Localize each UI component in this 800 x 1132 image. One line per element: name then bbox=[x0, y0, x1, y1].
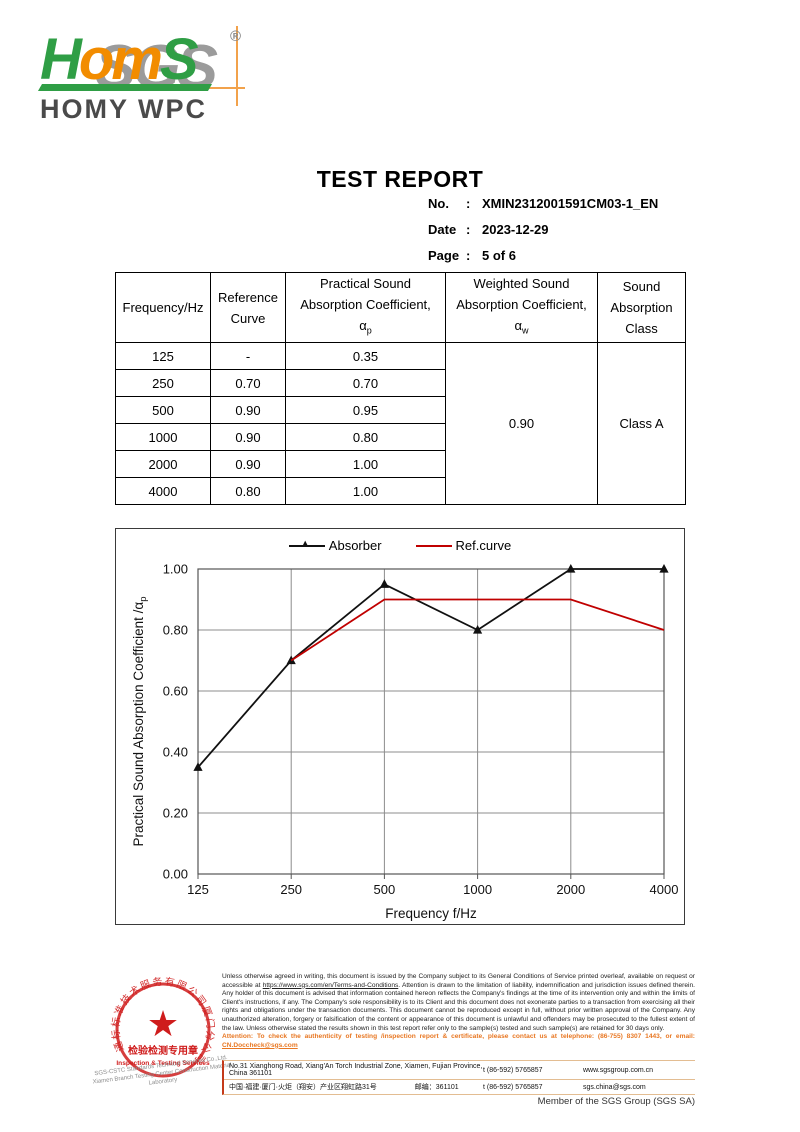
col-header-practical: Practical Sound Absorption Coefficient, αp bbox=[285, 272, 446, 343]
cell-practical: 1.00 bbox=[285, 450, 446, 478]
cell-frequency: 500 bbox=[115, 396, 211, 424]
phone-cn: t (86-592) 5765857 bbox=[483, 1083, 543, 1091]
registered-trademark-icon: ® bbox=[230, 28, 242, 45]
legal-disclaimer: Unless otherwise agreed in writing, this… bbox=[222, 973, 696, 1049]
svg-text:1.00: 1.00 bbox=[163, 562, 188, 577]
report-date-value: 2023-12-29 bbox=[482, 222, 549, 237]
homy-wpc-logo: SGS HomS ® HOMY WPC bbox=[37, 18, 260, 130]
sgs-member-text: Member of the SGS Group (SGS SA) bbox=[537, 1096, 695, 1107]
table-row: 125 - 0.35 0.90 Class A bbox=[115, 342, 686, 505]
svg-text:0.80: 0.80 bbox=[163, 623, 188, 638]
svg-text:250: 250 bbox=[280, 882, 302, 897]
cell-frequency: 1000 bbox=[115, 423, 211, 451]
svg-text:0.00: 0.00 bbox=[163, 867, 188, 882]
attention-notice: Attention: To check the authenticity of … bbox=[222, 1033, 695, 1049]
doccheck-email-link[interactable]: CN.Doccheck@sgs.com bbox=[222, 1041, 298, 1049]
col-header-weighted: Weighted Sound Absorption Coefficient, αw bbox=[445, 272, 598, 343]
cell-reference: 0.90 bbox=[210, 450, 286, 478]
svg-text:0.40: 0.40 bbox=[163, 745, 188, 760]
cell-practical: 0.80 bbox=[285, 423, 446, 451]
cell-weighted-merged: 0.90 bbox=[445, 342, 598, 505]
address-block: No.31 Xianghong Road, Xiang'An Torch Ind… bbox=[222, 1060, 695, 1095]
cell-frequency: 4000 bbox=[115, 477, 211, 505]
cell-practical: 0.95 bbox=[285, 396, 446, 424]
cell-frequency: 125 bbox=[115, 342, 211, 370]
svg-text:Practical Sound Absorption Coe: Practical Sound Absorption Coefficient /… bbox=[131, 597, 149, 847]
report-number-label: No. bbox=[428, 196, 449, 211]
stamp-star-icon: ★ bbox=[147, 1003, 179, 1044]
table-header-row: Frequency/Hz Reference Curve Practical So… bbox=[115, 272, 686, 343]
svg-text:0.60: 0.60 bbox=[163, 684, 188, 699]
report-meta: No. : XMIN2312001591CM03-1_EN Date : 202… bbox=[428, 196, 658, 274]
svg-text:Inspection & Testing Services: Inspection & Testing Services bbox=[116, 1060, 210, 1067]
cell-class-merged: Class A bbox=[597, 342, 686, 505]
table-row: 250 0.70 0.70 bbox=[115, 369, 686, 397]
table-row: 4000 0.80 1.00 bbox=[115, 477, 686, 505]
absorption-chart: 0.00 0.20 0.40 0.60 0.80 1.00 125 250 500 1000 200… bbox=[115, 528, 685, 925]
logo-underline-bar bbox=[37, 84, 213, 91]
absorber-line-marker-icon: ▲ bbox=[288, 538, 325, 552]
table-row: 1000 0.90 0.80 bbox=[115, 423, 686, 451]
refcurve-line-icon bbox=[415, 540, 452, 552]
inspection-stamp: 通标标准技术服务有限公司厦门分公司 ★ 检验检测专用章 Inspection &… bbox=[88, 970, 238, 1120]
stamp-seal-icon: 通标标准技术服务有限公司厦门分公司 ★ 检验检测专用章 Inspection &… bbox=[110, 975, 216, 1078]
cell-reference: - bbox=[210, 342, 286, 370]
report-page-row: Page : 5 of 6 bbox=[428, 248, 516, 263]
report-page-label: Page bbox=[428, 248, 460, 263]
cell-reference: 0.90 bbox=[210, 396, 286, 424]
cell-reference: 0.80 bbox=[210, 477, 286, 505]
report-date-label: Date bbox=[428, 222, 457, 237]
col-header-reference: Reference Curve bbox=[210, 272, 286, 343]
table-row: 500 0.90 0.95 bbox=[115, 396, 686, 424]
legend-item-refcurve: Ref.curve bbox=[415, 538, 512, 553]
legend-item-absorber: ▲ Absorber bbox=[288, 538, 382, 553]
chart-legend: ▲ Absorber Ref.curve bbox=[116, 538, 684, 553]
svg-text:0.20: 0.20 bbox=[163, 806, 188, 821]
logo-wordmark: HOMY WPC bbox=[40, 94, 208, 124]
report-number-row: No. : XMIN2312001591CM03-1_EN bbox=[428, 196, 659, 211]
email-link[interactable]: sgs.china@sgs.com bbox=[583, 1083, 646, 1091]
brand-letter-green-2: S bbox=[159, 27, 199, 92]
col-header-class: Sound Absorption Class bbox=[597, 272, 686, 343]
report-page-value: 5 of 6 bbox=[482, 248, 516, 263]
legend-label-refcurve: Ref.curve bbox=[455, 538, 512, 553]
col-header-frequency: Frequency/Hz bbox=[115, 272, 211, 343]
report-number-value: XMIN2312001591CM03-1_EN bbox=[482, 196, 659, 211]
brand-logotype: HomS bbox=[40, 26, 199, 93]
legend-label-absorber: Absorber bbox=[328, 538, 382, 553]
report-date-row: Date : 2023-12-29 bbox=[428, 222, 549, 237]
cell-reference: 0.90 bbox=[210, 423, 286, 451]
absorption-results-table: Frequency/Hz Reference Curve Practical So… bbox=[115, 272, 686, 505]
address-en: No.31 Xianghong Road, Xiang'An Torch Ind… bbox=[229, 1063, 483, 1077]
cell-practical: 1.00 bbox=[285, 477, 446, 505]
cell-practical: 0.70 bbox=[285, 369, 446, 397]
cell-frequency: 2000 bbox=[115, 450, 211, 478]
cell-reference: 0.70 bbox=[210, 369, 286, 397]
chart-plot-area: 0.00 0.20 0.40 0.60 0.80 1.00 125 250 500 1000 200… bbox=[131, 562, 679, 922]
svg-text:1000: 1000 bbox=[463, 882, 492, 897]
cell-practical: 0.35 bbox=[285, 342, 446, 370]
cell-frequency: 250 bbox=[115, 369, 211, 397]
address-row-en: No.31 Xianghong Road, Xiang'An Torch Ind… bbox=[224, 1061, 695, 1079]
brand-letter-green: H bbox=[40, 27, 82, 92]
terms-link[interactable]: https://www.sgs.com/en/Terms-and-Conditi… bbox=[262, 981, 399, 989]
svg-text:检验检测专用章: 检验检测专用章 bbox=[128, 1044, 198, 1057]
address-row-cn: 中国·福建·厦门·火炬（翔安）产业区翔虹路31号 邮编：361101 t (86-… bbox=[224, 1079, 695, 1094]
svg-text:Frequency f/Hz: Frequency f/Hz bbox=[385, 906, 477, 921]
phone-en: t (86-592) 5765857 bbox=[483, 1066, 543, 1074]
website-link[interactable]: www.sgsgroup.com.cn bbox=[583, 1066, 654, 1074]
svg-text:125: 125 bbox=[187, 882, 209, 897]
page-title: TEST REPORT bbox=[316, 166, 484, 192]
logo-crosshair-vline bbox=[236, 26, 238, 106]
table-row: 2000 0.90 1.00 bbox=[115, 450, 686, 478]
address-cn: 中国·福建·厦门·火炬（翔安）产业区翔虹路31号 bbox=[229, 1084, 377, 1091]
svg-text:500: 500 bbox=[374, 882, 396, 897]
svg-text:4000: 4000 bbox=[650, 882, 679, 897]
svg-text:2000: 2000 bbox=[556, 882, 585, 897]
brand-letters-orange: om bbox=[78, 27, 163, 92]
postal-code: 邮编：361101 bbox=[414, 1084, 459, 1091]
